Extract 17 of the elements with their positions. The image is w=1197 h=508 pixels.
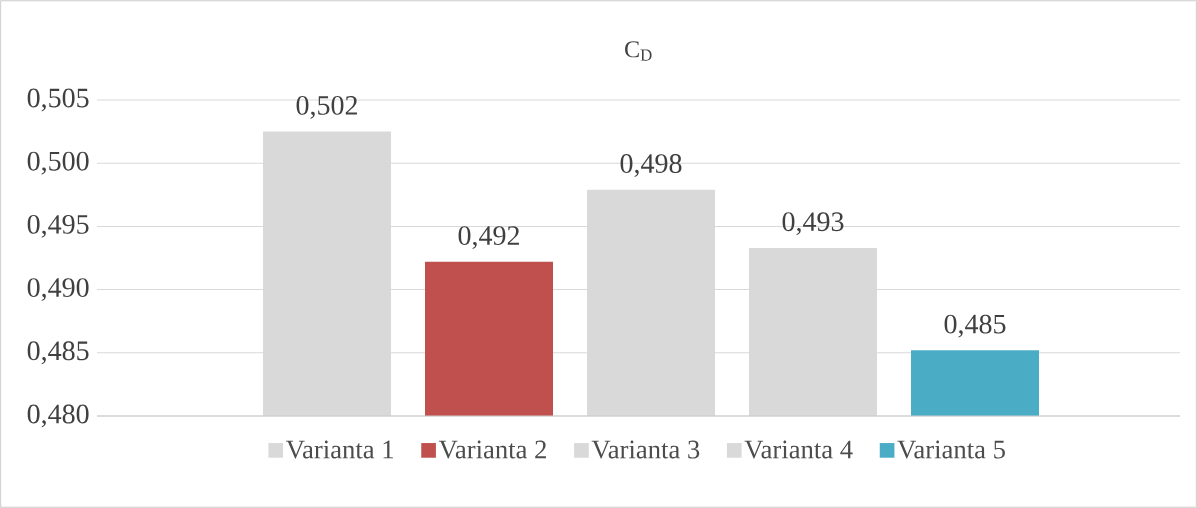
y-tick-label: 0,505: [27, 88, 89, 112]
data-label: 0,485: [944, 314, 1006, 338]
y-tick-label: 0,490: [27, 278, 89, 302]
legend-label: Varianta 5: [897, 440, 1005, 459]
chart-title: C$_{D}$: [625, 41, 652, 61]
y-tick-label: 0,485: [27, 341, 89, 365]
legend-label: Varianta 3: [591, 440, 700, 459]
data-label: 0,493: [782, 212, 844, 236]
legend-label: Varianta 1: [286, 440, 393, 459]
data-label: 0,498: [620, 154, 682, 178]
data-label: 0,492: [458, 226, 519, 250]
y-tick-label: 0,500: [27, 151, 89, 175]
data-label: 0,502: [296, 95, 357, 119]
legend-label: Varianta 4: [744, 440, 853, 459]
y-tick-label: 0,480: [27, 404, 89, 428]
y-tick-label: 0,495: [27, 214, 89, 238]
legend-label: Varianta 2: [438, 440, 546, 459]
